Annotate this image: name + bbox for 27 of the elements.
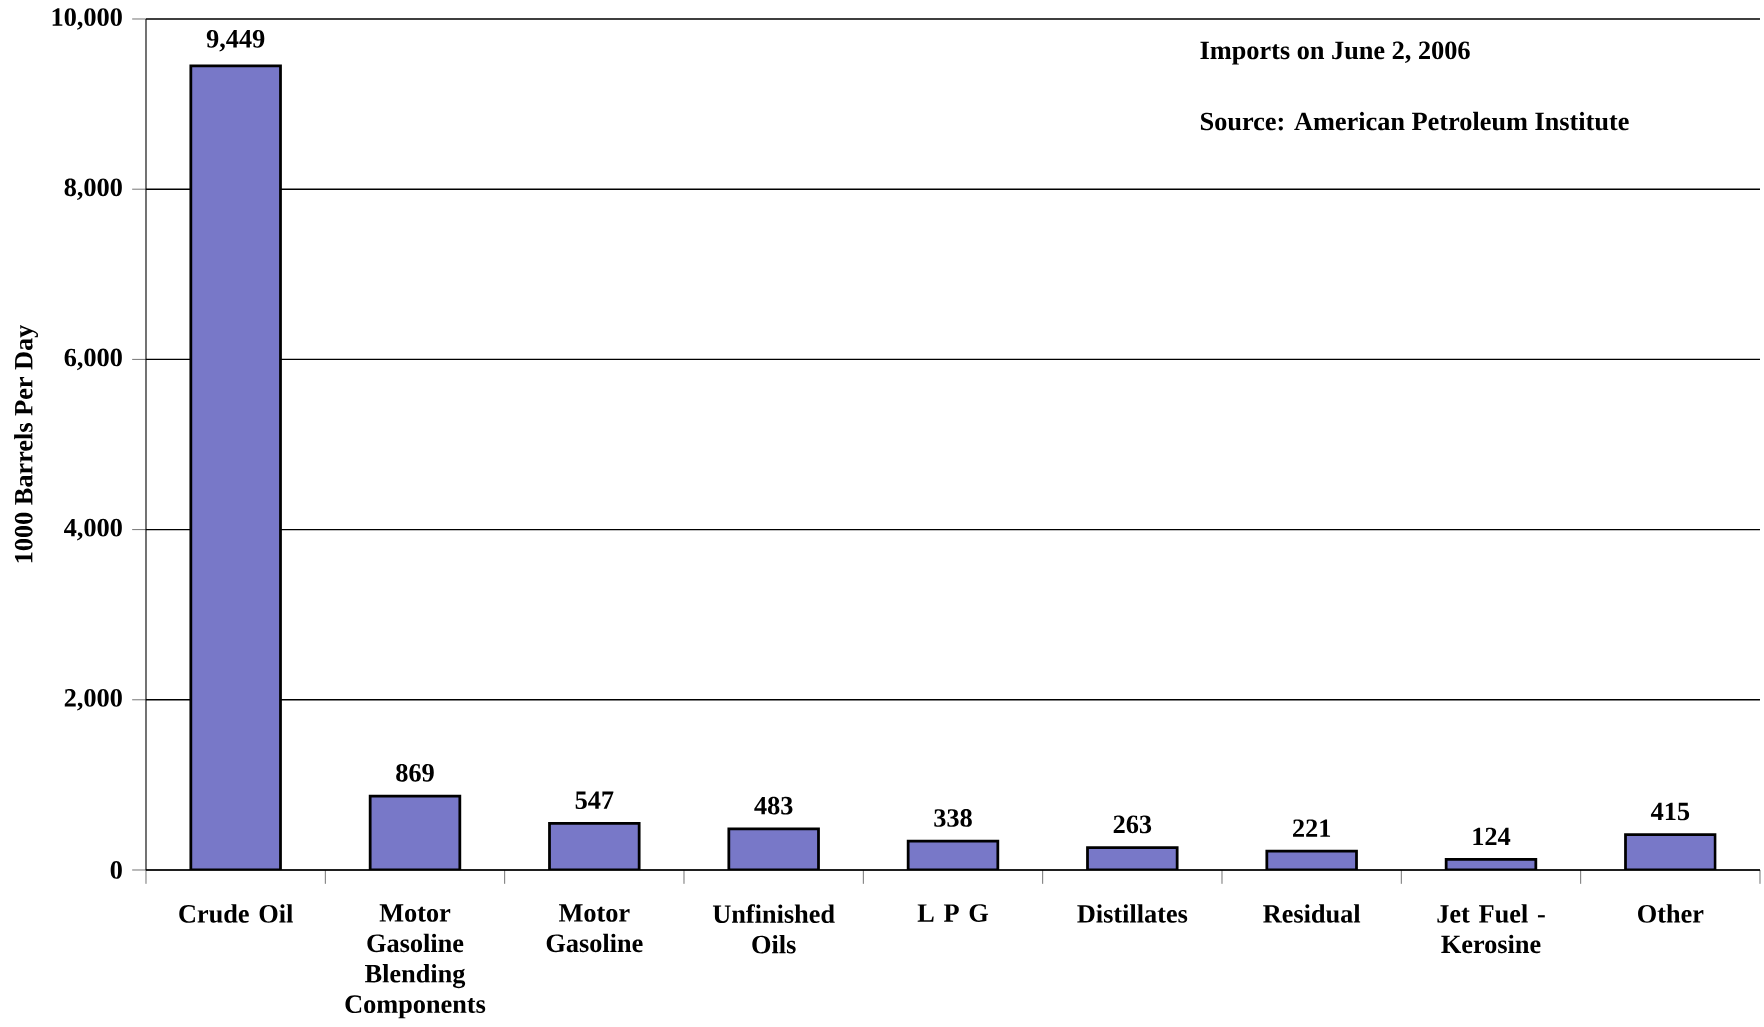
data-label: 547: [575, 791, 614, 810]
x-tick-label: Other: [1638, 904, 1704, 923]
data-label: 483: [754, 796, 793, 815]
data-label: 415: [1650, 802, 1690, 821]
x-tick-label: Residual: [1263, 904, 1361, 923]
y-tick-label: 10,000: [52, 8, 122, 30]
x-tick-label: Unfinished Oils: [712, 904, 835, 954]
data-label: 9,449: [206, 30, 265, 52]
x-tick-label: Jet Fuel - Kerosine: [1437, 904, 1545, 954]
y-tick-label: 6,000: [64, 348, 122, 371]
x-tick-label: L P G: [917, 904, 989, 922]
x-tick-label: Distillates: [1077, 904, 1188, 923]
x-tick-label: Crude Oil: [179, 904, 293, 923]
data-label: 124: [1473, 827, 1511, 846]
x-tick-label: Motor Gasoline: [546, 904, 643, 953]
annotation: Imports on June 2, 2006: [1200, 41, 1470, 65]
y-axis-title: 1000 Barrels Per Day: [14, 324, 39, 563]
y-tick-label: 4,000: [64, 518, 122, 541]
data-label: 869: [396, 763, 434, 782]
data-label: 263: [1113, 815, 1152, 834]
data-label: 338: [934, 809, 972, 827]
y-tick-label: 2,000: [64, 689, 122, 711]
y-tick-label: 0: [110, 861, 122, 879]
x-tick-label: Motor Gasoline Blending Components: [345, 904, 486, 1019]
annotation: Source: American Petroleum Institute: [1200, 111, 1629, 131]
data-label: 221: [1293, 819, 1331, 837]
y-tick-label: 8,000: [64, 178, 122, 200]
